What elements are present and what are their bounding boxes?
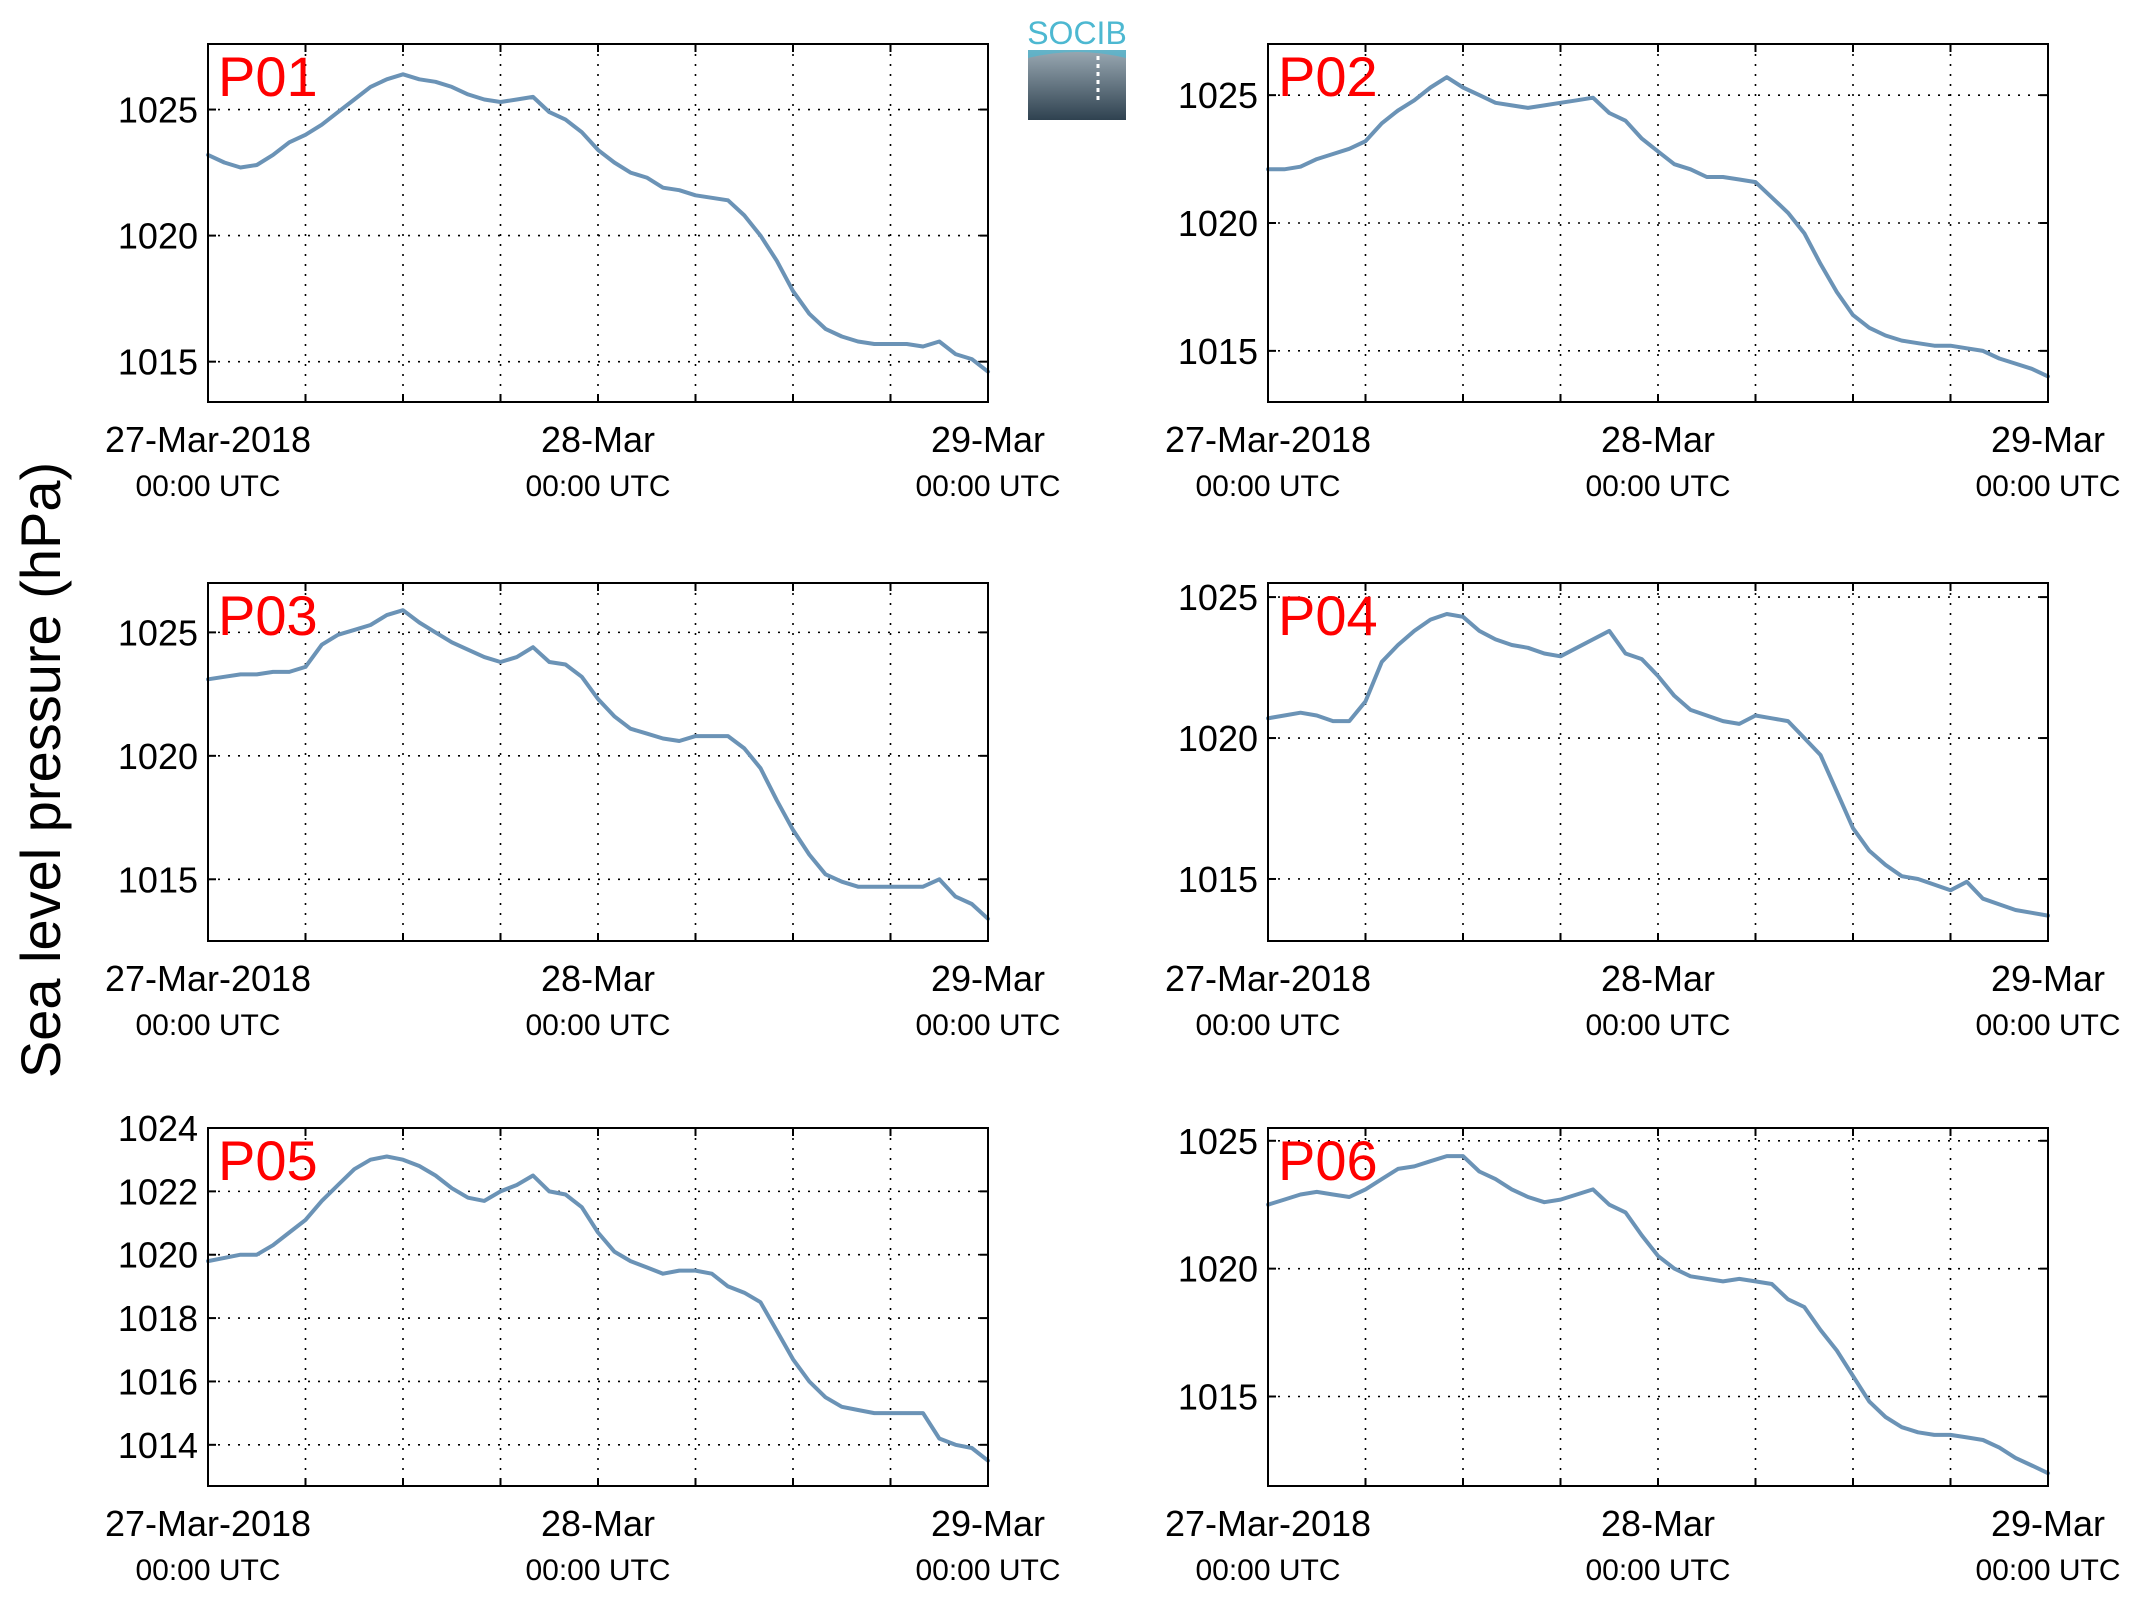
plot-frame: [207, 43, 989, 403]
x-tick-label: 29-Mar: [1991, 1503, 2105, 1544]
series-line-p06: [1266, 1154, 2050, 1476]
series-line-p01: [206, 72, 990, 374]
series-line-p02: [1266, 75, 2050, 379]
y-tick-label: 1016: [118, 1361, 198, 1402]
y-tick-label: 1018: [118, 1298, 198, 1339]
x-tick-label: 28-Mar: [541, 958, 655, 999]
chart-panel-p03: P03 1015 1020 1025 27-Mar-2018 00:00 UTC 28-Ma…: [105, 582, 1061, 1042]
y-tick-label: 1014: [118, 1425, 198, 1466]
y-tick-label: 1020: [1178, 718, 1258, 759]
y-tick-label: 1020: [118, 1235, 198, 1276]
x-tick-label: 27-Mar-2018: [105, 958, 311, 999]
socib-logo: SOCIB: [1027, 15, 1127, 120]
y-tick-label: 1022: [118, 1171, 198, 1212]
y-tick-label: 1025: [1178, 577, 1258, 618]
x-tick-sublabel: 00:00 UTC: [135, 470, 280, 503]
logo-text: SOCIB: [1027, 15, 1127, 51]
series-line-p05: [206, 1154, 990, 1463]
x-tick-label: 28-Mar: [541, 1503, 655, 1544]
x-tick-sublabel: 00:00 UTC: [915, 1009, 1060, 1042]
x-tick-sublabel: 00:00 UTC: [1585, 470, 1730, 503]
panel-label: P06: [1278, 1129, 1378, 1192]
x-tick-sublabel: 00:00 UTC: [1585, 1554, 1730, 1587]
series-line-p04: [1266, 612, 2050, 918]
plot-frame: [1267, 1127, 2049, 1487]
chart-panel-p04: P04 1015 1020 1025 27-Mar-2018 00:00 UTC 28-Ma…: [1165, 577, 2121, 1042]
x-tick-sublabel: 00:00 UTC: [1585, 1009, 1730, 1042]
y-tick-label: 1024: [118, 1108, 198, 1149]
y-tick-label: 1015: [1178, 1377, 1258, 1418]
x-tick-label: 27-Mar-2018: [1165, 1503, 1371, 1544]
x-tick-label: 29-Mar: [931, 958, 1045, 999]
panel-label: P03: [218, 584, 318, 647]
x-tick-sublabel: 00:00 UTC: [525, 470, 670, 503]
x-tick-sublabel: 00:00 UTC: [525, 1009, 670, 1042]
x-tick-label: 29-Mar: [931, 419, 1045, 460]
x-tick-label: 28-Mar: [1601, 1503, 1715, 1544]
x-tick-label: 27-Mar-2018: [1165, 419, 1371, 460]
plot-frame: [207, 1127, 989, 1487]
x-tick-label: 28-Mar: [1601, 958, 1715, 999]
x-tick-label: 29-Mar: [1991, 419, 2105, 460]
x-tick-sublabel: 00:00 UTC: [1975, 1554, 2120, 1587]
y-tick-label: 1025: [118, 90, 198, 131]
chart-panel-p01: P01 1015 1020 1025 27-Mar-2018 00:00 UTC 28-Ma…: [105, 43, 1061, 503]
x-tick-label: 29-Mar: [931, 1503, 1045, 1544]
y-axis-label: Sea level pressure (hPa): [9, 462, 72, 1078]
x-tick-sublabel: 00:00 UTC: [1195, 470, 1340, 503]
x-tick-sublabel: 00:00 UTC: [1975, 470, 2120, 503]
panel-label: P01: [218, 45, 318, 108]
x-tick-sublabel: 00:00 UTC: [135, 1009, 280, 1042]
x-tick-label: 29-Mar: [1991, 958, 2105, 999]
x-tick-label: 27-Mar-2018: [105, 419, 311, 460]
y-tick-label: 1015: [1178, 859, 1258, 900]
y-tick-label: 1025: [1178, 1121, 1258, 1162]
x-tick-sublabel: 00:00 UTC: [135, 1554, 280, 1587]
panel-label: P02: [1278, 45, 1378, 108]
plot-frame: [207, 582, 989, 942]
y-tick-label: 1020: [118, 736, 198, 777]
y-tick-label: 1020: [1178, 1249, 1258, 1290]
plot-frame: [1267, 582, 2049, 942]
x-tick-sublabel: 00:00 UTC: [525, 1554, 670, 1587]
panel-label: P05: [218, 1129, 318, 1192]
panel-label: P04: [1278, 584, 1378, 647]
y-tick-label: 1025: [1178, 75, 1258, 116]
plot-frame: [1267, 43, 2049, 403]
x-tick-label: 28-Mar: [541, 419, 655, 460]
y-tick-label: 1015: [118, 342, 198, 383]
x-tick-sublabel: 00:00 UTC: [1195, 1554, 1340, 1587]
x-tick-sublabel: 00:00 UTC: [915, 1554, 1060, 1587]
x-tick-sublabel: 00:00 UTC: [915, 470, 1060, 503]
x-tick-label: 28-Mar: [1601, 419, 1715, 460]
y-tick-label: 1020: [118, 216, 198, 257]
x-tick-label: 27-Mar-2018: [105, 1503, 311, 1544]
chart-panel-p02: P02 1015 1020 1025 27-Mar-2018 00:00 UTC 28-Ma…: [1165, 43, 2121, 503]
chart-panel-p05: P05 1014 1016 1018 1020 1022 1024 27-Mar-2018 00…: [105, 1108, 1061, 1587]
x-tick-sublabel: 00:00 UTC: [1975, 1009, 2120, 1042]
y-tick-label: 1025: [118, 612, 198, 653]
series-line-p03: [206, 608, 990, 921]
x-tick-sublabel: 00:00 UTC: [1195, 1009, 1340, 1042]
y-tick-label: 1020: [1178, 203, 1258, 244]
y-tick-label: 1015: [1178, 331, 1258, 372]
chart-panel-p06: P06 1015 1020 1025 27-Mar-2018 00:00 UTC 28-Ma…: [1165, 1121, 2121, 1587]
x-tick-label: 27-Mar-2018: [1165, 958, 1371, 999]
y-tick-label: 1015: [118, 859, 198, 900]
